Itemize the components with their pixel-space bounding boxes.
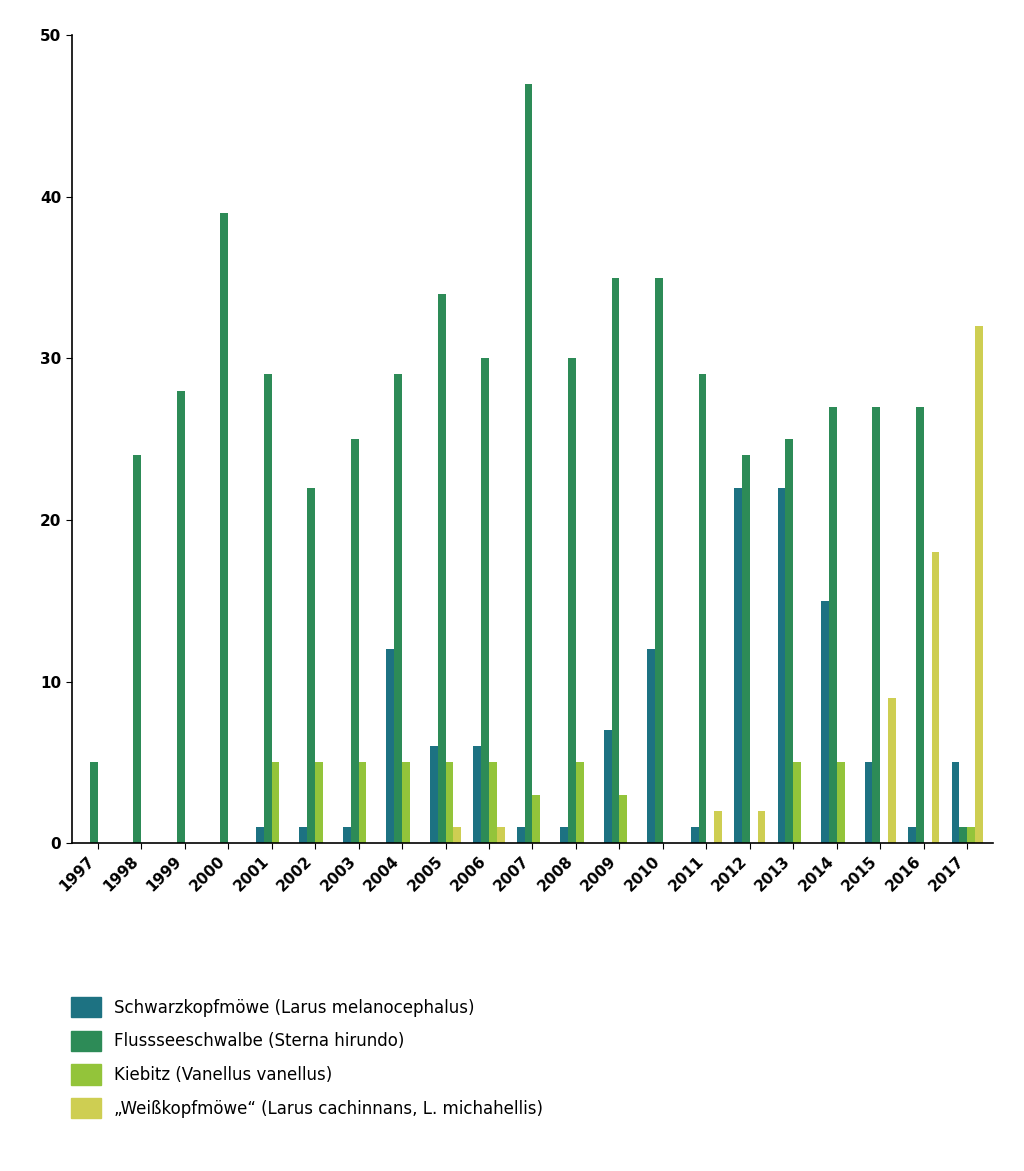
Bar — [256, 827, 264, 843]
Bar — [402, 762, 410, 843]
Bar — [959, 827, 968, 843]
Bar — [454, 827, 461, 843]
Bar — [358, 762, 367, 843]
Bar — [177, 391, 184, 843]
Bar — [220, 213, 228, 843]
Bar — [829, 406, 837, 843]
Bar — [271, 762, 280, 843]
Bar — [351, 439, 358, 843]
Bar — [437, 294, 445, 843]
Bar — [837, 762, 845, 843]
Bar — [90, 762, 97, 843]
Bar — [604, 730, 611, 843]
Bar — [307, 487, 315, 843]
Bar — [517, 827, 524, 843]
Bar — [655, 278, 663, 843]
Bar — [951, 762, 959, 843]
Bar — [691, 827, 698, 843]
Bar — [714, 810, 722, 843]
Bar — [568, 358, 575, 843]
Bar — [299, 827, 307, 843]
Bar — [394, 375, 402, 843]
Bar — [975, 326, 983, 843]
Bar — [133, 456, 141, 843]
Bar — [758, 810, 766, 843]
Bar — [794, 762, 801, 843]
Bar — [430, 746, 437, 843]
Bar — [932, 553, 939, 843]
Bar — [734, 487, 742, 843]
Bar — [908, 827, 915, 843]
Bar — [785, 439, 794, 843]
Bar — [777, 487, 785, 843]
Bar — [872, 406, 881, 843]
Bar — [524, 83, 532, 843]
Bar — [915, 406, 924, 843]
Bar — [473, 746, 481, 843]
Bar — [497, 827, 505, 843]
Bar — [315, 762, 323, 843]
Legend: Schwarzkopfmöwe (Larus melanocephalus), Flussseeschwalbe (Sterna hirundo), Kiebi: Schwarzkopfmöwe (Larus melanocephalus), … — [71, 997, 543, 1118]
Bar — [343, 827, 351, 843]
Bar — [575, 762, 584, 843]
Bar — [888, 698, 896, 843]
Bar — [620, 795, 628, 843]
Bar — [560, 827, 568, 843]
Bar — [864, 762, 872, 843]
Bar — [386, 649, 394, 843]
Bar — [647, 649, 655, 843]
Bar — [821, 601, 829, 843]
Bar — [445, 762, 454, 843]
Bar — [532, 795, 541, 843]
Bar — [698, 375, 707, 843]
Bar — [968, 827, 975, 843]
Bar — [489, 762, 497, 843]
Bar — [264, 375, 271, 843]
Bar — [742, 456, 750, 843]
Bar — [611, 278, 620, 843]
Bar — [481, 358, 489, 843]
